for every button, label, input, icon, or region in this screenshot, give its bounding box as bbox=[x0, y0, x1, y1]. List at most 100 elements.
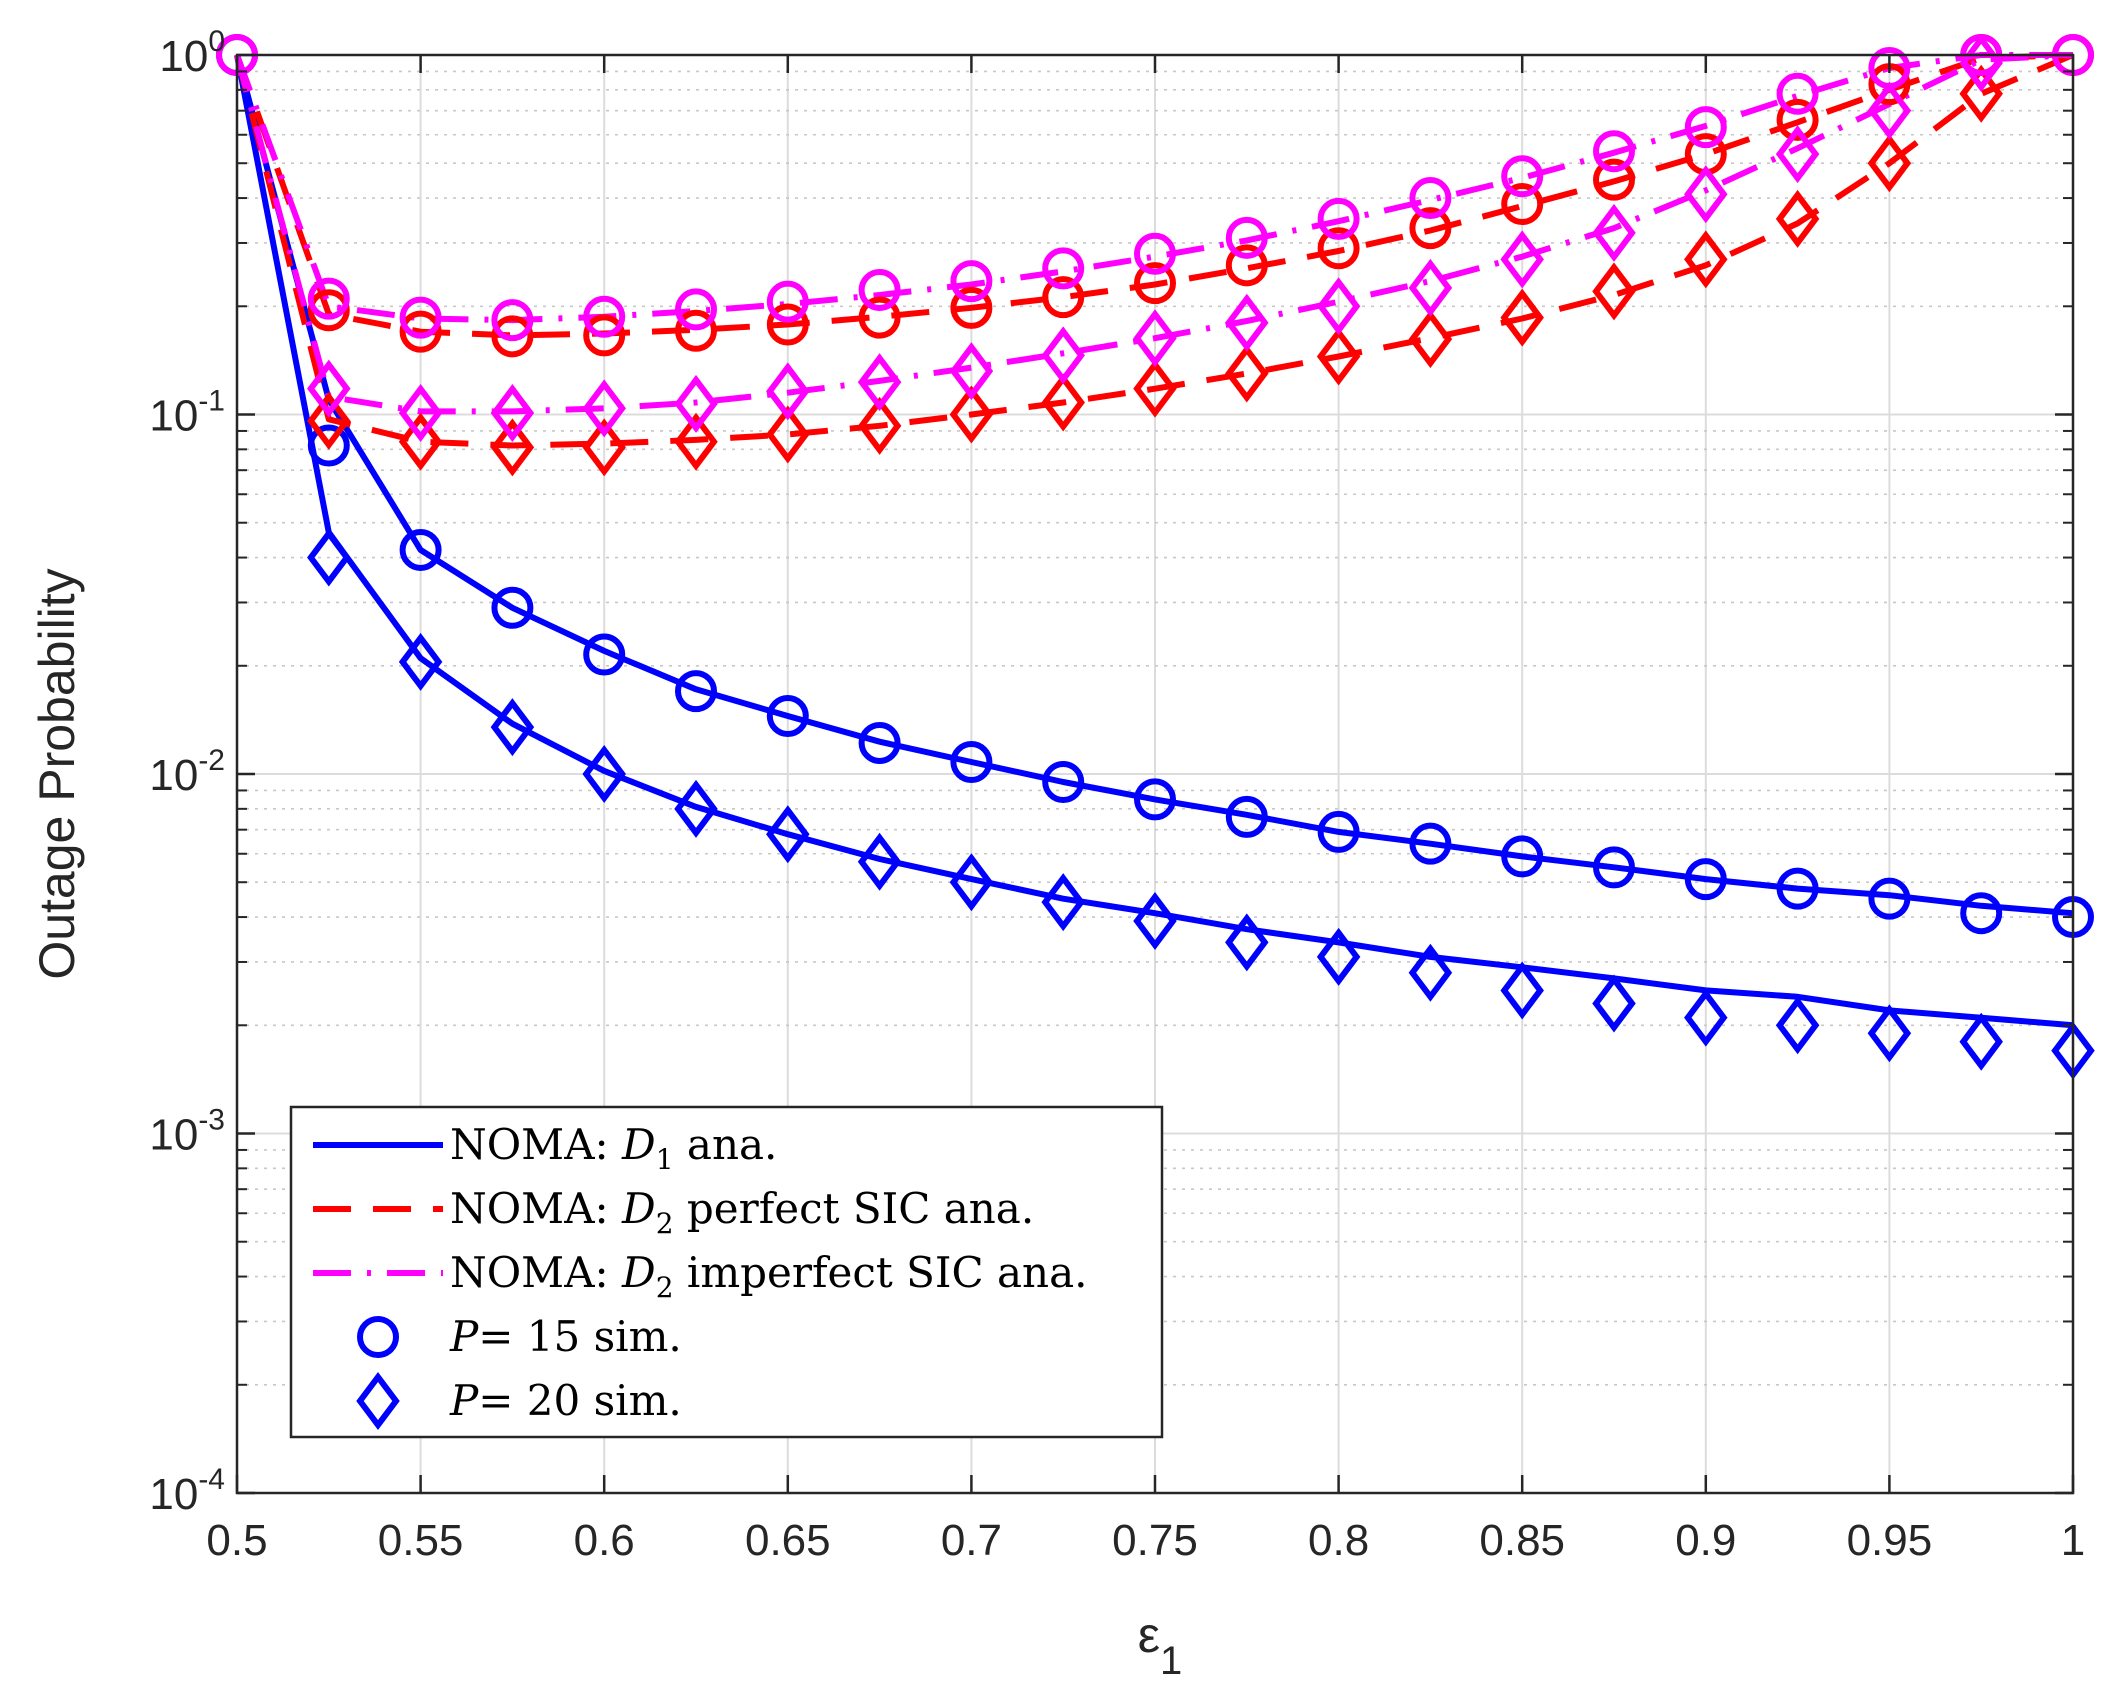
data-point-diamond bbox=[1959, 64, 2003, 123]
data-point-circle bbox=[766, 280, 809, 323]
data-point-circle bbox=[675, 670, 717, 713]
legend-label: NOMA: D1 ana. bbox=[450, 1120, 777, 1176]
x-axis-symbol: ε bbox=[1138, 1607, 1160, 1663]
data-point-circle bbox=[858, 296, 901, 339]
data-point-circle bbox=[583, 314, 626, 357]
data-point-diamond bbox=[1500, 961, 1544, 1020]
data-point-diamond bbox=[1684, 165, 1728, 224]
data-point-diamond bbox=[490, 383, 535, 442]
x-axis-label: ε1 bbox=[1138, 1607, 1183, 1683]
data-point-circle bbox=[766, 694, 809, 737]
x-tick-label: 0.95 bbox=[1847, 1516, 1933, 1565]
data-point-diamond bbox=[1867, 1004, 1912, 1063]
legend-box bbox=[289, 1105, 1164, 1439]
y-tick-label: 10-2 bbox=[149, 744, 225, 800]
x-tick-label: 0.5 bbox=[206, 1516, 267, 1565]
y-axis-label: Outage Probability bbox=[29, 568, 85, 979]
data-point-diamond bbox=[582, 745, 626, 803]
data-point-diamond bbox=[766, 405, 810, 464]
data-point-circle bbox=[1317, 197, 1360, 240]
data-point-diamond bbox=[1500, 288, 1544, 347]
legend: NOMA: D1 ana. NOMA: D2 perfect SIC ana. NO… bbox=[289, 1105, 1164, 1439]
data-point-circle bbox=[1501, 835, 1544, 878]
x-tick-label: 0.75 bbox=[1112, 1516, 1198, 1565]
data-point-circle bbox=[1684, 106, 1727, 149]
data-point-circle bbox=[491, 315, 534, 358]
data-point-diamond bbox=[857, 353, 902, 412]
data-point-circle bbox=[1409, 207, 1452, 250]
series-line bbox=[234, 54, 2074, 1029]
x-tick-label: 0.9 bbox=[1675, 1516, 1736, 1565]
data-point-diamond bbox=[1775, 189, 1820, 248]
x-tick-label: 1 bbox=[2061, 1516, 2085, 1565]
data-point-diamond bbox=[1684, 230, 1728, 289]
data-point-diamond bbox=[1775, 996, 1820, 1055]
data-point-diamond bbox=[1225, 293, 1269, 352]
data-point-circle bbox=[1776, 98, 1819, 141]
data-point-circle bbox=[858, 721, 901, 764]
data-point-diamond bbox=[1041, 326, 1085, 385]
x-tick-label: 0.65 bbox=[745, 1516, 831, 1565]
x-tick-label: 0.7 bbox=[941, 1516, 1002, 1565]
data-point-circle bbox=[1225, 795, 1268, 838]
data-point-diamond bbox=[398, 383, 443, 442]
data-point-diamond bbox=[674, 374, 718, 433]
data-point-circle bbox=[1134, 262, 1176, 305]
data-point-circle bbox=[1593, 158, 1635, 201]
data-point-circle bbox=[1776, 72, 1819, 115]
legend-marker-diamond bbox=[356, 1372, 400, 1430]
data-point-diamond bbox=[1775, 125, 1820, 184]
legend-label: NOMA: D2 imperfect SIC ana. bbox=[450, 1248, 1087, 1304]
data-point-diamond bbox=[1592, 262, 1636, 321]
data-point-circle bbox=[950, 260, 993, 303]
x-tick-label: 0.85 bbox=[1479, 1516, 1565, 1565]
data-point-diamond bbox=[1316, 277, 1361, 336]
series-markers bbox=[216, 34, 2095, 1080]
data-point-circle bbox=[675, 288, 717, 331]
data-point-diamond bbox=[1041, 373, 1085, 432]
data-point-diamond bbox=[307, 528, 351, 587]
data-point-diamond bbox=[1500, 230, 1544, 289]
data-point-diamond bbox=[949, 853, 994, 912]
series-line bbox=[234, 52, 2073, 324]
data-point-diamond bbox=[1041, 873, 1085, 932]
data-point-circle bbox=[307, 424, 350, 467]
axis-labels: Outage Probability ε1 bbox=[29, 568, 1182, 1683]
data-point-circle bbox=[1409, 822, 1452, 865]
data-point-circle bbox=[858, 268, 901, 311]
x-tick-label: 0.6 bbox=[574, 1516, 635, 1565]
axis-ticks: 0.5 0.55 0.6 0.65 0.7 0.75 0.8 0.85 0.9 0.95 1 100 1… bbox=[149, 25, 2085, 1565]
data-point-diamond bbox=[1408, 943, 1453, 1002]
data-point-circle bbox=[491, 586, 534, 629]
legend-label: P= 20 sim. bbox=[449, 1376, 682, 1425]
data-point-diamond bbox=[857, 396, 902, 455]
y-tick-label: 10-4 bbox=[149, 1463, 225, 1519]
data-point-circle bbox=[399, 528, 442, 571]
data-point-diamond bbox=[1133, 892, 1177, 951]
data-point-diamond bbox=[1592, 974, 1636, 1033]
data-point-circle bbox=[1684, 858, 1727, 901]
data-point-circle bbox=[766, 303, 809, 346]
data-point-circle bbox=[583, 633, 626, 676]
data-point-diamond bbox=[398, 632, 443, 691]
data-point-diamond bbox=[582, 379, 626, 438]
data-point-circle bbox=[1776, 867, 1819, 910]
data-point-diamond bbox=[1959, 1012, 2003, 1071]
legend-marker-circle bbox=[357, 1316, 399, 1358]
data-point-circle bbox=[1501, 155, 1544, 198]
data-point-circle bbox=[1225, 216, 1268, 259]
data-point-circle bbox=[1317, 227, 1360, 270]
legend-label: NOMA: D2 perfect SIC ana. bbox=[450, 1184, 1034, 1240]
y-tick-label: 100 bbox=[159, 25, 225, 81]
data-point-diamond bbox=[1867, 81, 1912, 140]
x-tick-label: 0.8 bbox=[1308, 1516, 1369, 1565]
data-point-diamond bbox=[1133, 309, 1177, 368]
data-point-diamond bbox=[307, 391, 351, 450]
data-point-diamond bbox=[490, 418, 535, 477]
data-point-circle bbox=[399, 296, 442, 339]
data-point-circle bbox=[1042, 247, 1085, 290]
series-line bbox=[234, 52, 2075, 449]
data-point-diamond bbox=[766, 805, 810, 864]
x-axis-subscript: 1 bbox=[1160, 1639, 1182, 1683]
